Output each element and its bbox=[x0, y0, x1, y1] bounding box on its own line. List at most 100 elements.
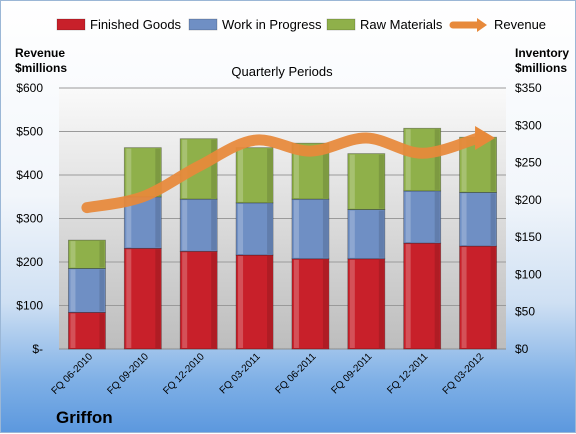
bar-raw-materials bbox=[235, 147, 274, 204]
right-tick-label: $300 bbox=[515, 118, 542, 132]
bar-highlight bbox=[126, 197, 132, 248]
bar-highlight bbox=[349, 210, 355, 258]
revenue-arrowhead bbox=[475, 126, 496, 151]
bar-finished-goods bbox=[403, 242, 442, 350]
left-tick-label: $100 bbox=[16, 299, 43, 313]
bar-shade bbox=[99, 313, 105, 348]
left-tick-label: $400 bbox=[16, 168, 43, 182]
bar-highlight bbox=[238, 256, 244, 348]
bar-finished-goods bbox=[291, 258, 330, 350]
bar-highlight bbox=[182, 200, 188, 251]
bar-shade bbox=[322, 259, 328, 348]
bar-shade bbox=[267, 203, 273, 255]
bar-shade bbox=[322, 200, 328, 258]
legend: Finished Goods Work in Progress Raw Materi… bbox=[56, 17, 546, 32]
category-label: FQ 06-2010 bbox=[50, 351, 96, 397]
category-label: FQ 03-2012 bbox=[441, 351, 487, 397]
legend-label-finished-goods: Finished Goods bbox=[90, 17, 182, 32]
bar-highlight bbox=[238, 203, 244, 255]
bar-finished-goods bbox=[123, 247, 162, 350]
bar-highlight bbox=[349, 259, 355, 348]
right-tick-label: $0 bbox=[515, 342, 529, 356]
right-tick-label: $350 bbox=[515, 81, 542, 95]
bar-shade bbox=[267, 148, 273, 202]
bar-shade bbox=[155, 148, 161, 196]
bar-highlight bbox=[405, 244, 411, 348]
left-axis-title-line1: Revenue bbox=[15, 46, 65, 60]
left-tick-label: $500 bbox=[16, 125, 43, 139]
right-tick-label: $200 bbox=[515, 193, 542, 207]
bar-shade bbox=[434, 244, 440, 348]
right-tick-label: $250 bbox=[515, 156, 542, 170]
bar-finished-goods bbox=[347, 258, 386, 350]
bar-highlight bbox=[461, 138, 467, 192]
category-label: FQ 03-2011 bbox=[218, 351, 263, 396]
bar-highlight bbox=[126, 148, 132, 196]
company-name: Griffon bbox=[56, 408, 113, 427]
right-axis-title-line2: $millions bbox=[515, 61, 567, 75]
bar-raw-materials bbox=[347, 153, 386, 210]
bar-shade bbox=[490, 138, 496, 192]
legend-label-work-in-progress: Work in Progress bbox=[222, 17, 322, 32]
bar-raw-materials bbox=[403, 127, 442, 192]
bar-shade bbox=[490, 247, 496, 348]
bar-shade bbox=[378, 210, 384, 258]
category-label: FQ 06-2011 bbox=[274, 351, 319, 396]
bar-highlight bbox=[405, 191, 411, 243]
right-tick-label: $100 bbox=[515, 267, 542, 281]
legend-swatch-finished-goods bbox=[56, 18, 86, 31]
bar-finished-goods bbox=[235, 254, 274, 350]
bar-shade bbox=[434, 191, 440, 243]
left-tick-labels: $- $100 $200 $300 $400 $500 $600 bbox=[16, 81, 43, 356]
bar-highlight bbox=[126, 249, 132, 348]
category-label: FQ 12-2011 bbox=[385, 351, 430, 396]
bar-shade bbox=[155, 249, 161, 348]
right-tick-label: $150 bbox=[515, 230, 542, 244]
right-axis-title-line1: Inventory bbox=[515, 46, 569, 60]
bar-highlight bbox=[461, 247, 467, 348]
bar-shade bbox=[99, 241, 105, 268]
bar-shade bbox=[267, 256, 273, 348]
bar-finished-goods bbox=[459, 245, 497, 350]
legend-label-raw-materials: Raw Materials bbox=[360, 17, 443, 32]
right-tick-label: $50 bbox=[515, 305, 535, 319]
bar-shade bbox=[211, 200, 217, 251]
category-label: FQ 09-2010 bbox=[105, 351, 151, 397]
legend-swatch-raw-materials bbox=[326, 18, 356, 31]
bar-shade bbox=[490, 193, 496, 246]
bar-highlight bbox=[70, 313, 76, 348]
legend-swatch-work-in-progress bbox=[188, 18, 218, 31]
bar-finished-goods bbox=[68, 312, 106, 350]
bar-shade bbox=[322, 144, 328, 199]
right-tick-labels: $0 $50 $100 $150 $200 $250 $300 $350 bbox=[515, 81, 542, 356]
bar-shade bbox=[155, 197, 161, 248]
bar-shade bbox=[211, 139, 217, 199]
category-label: FQ 09-2011 bbox=[329, 351, 374, 396]
bar-shade bbox=[211, 252, 217, 348]
bar-work-in-progress bbox=[403, 190, 442, 244]
bar-highlight bbox=[182, 252, 188, 348]
bar-shade bbox=[378, 154, 384, 209]
bar-raw-materials bbox=[68, 239, 106, 269]
revenue-line-group bbox=[81, 126, 496, 214]
bar-highlight bbox=[349, 154, 355, 209]
category-label: FQ 12-2010 bbox=[161, 351, 207, 397]
bar-highlight bbox=[70, 241, 76, 268]
category-labels: FQ 06-2010 FQ 09-2010 FQ 12-2010 FQ 03-2011… bbox=[50, 351, 487, 397]
chart-title: Quarterly Periods bbox=[231, 64, 333, 79]
bar-highlight bbox=[238, 148, 244, 202]
bar-highlight bbox=[293, 144, 299, 199]
legend-label-revenue: Revenue bbox=[494, 17, 546, 32]
bar-work-in-progress bbox=[68, 268, 106, 313]
bar-work-in-progress bbox=[459, 191, 497, 247]
bar-highlight bbox=[461, 193, 467, 246]
left-tick-label: $300 bbox=[16, 212, 43, 226]
bar-highlight bbox=[293, 259, 299, 348]
left-axis-title-line2: $millions bbox=[15, 61, 67, 75]
left-tick-label: $600 bbox=[16, 81, 43, 95]
bar-shade bbox=[378, 259, 384, 348]
bar-shade bbox=[434, 129, 440, 190]
bar-work-in-progress bbox=[179, 198, 218, 252]
